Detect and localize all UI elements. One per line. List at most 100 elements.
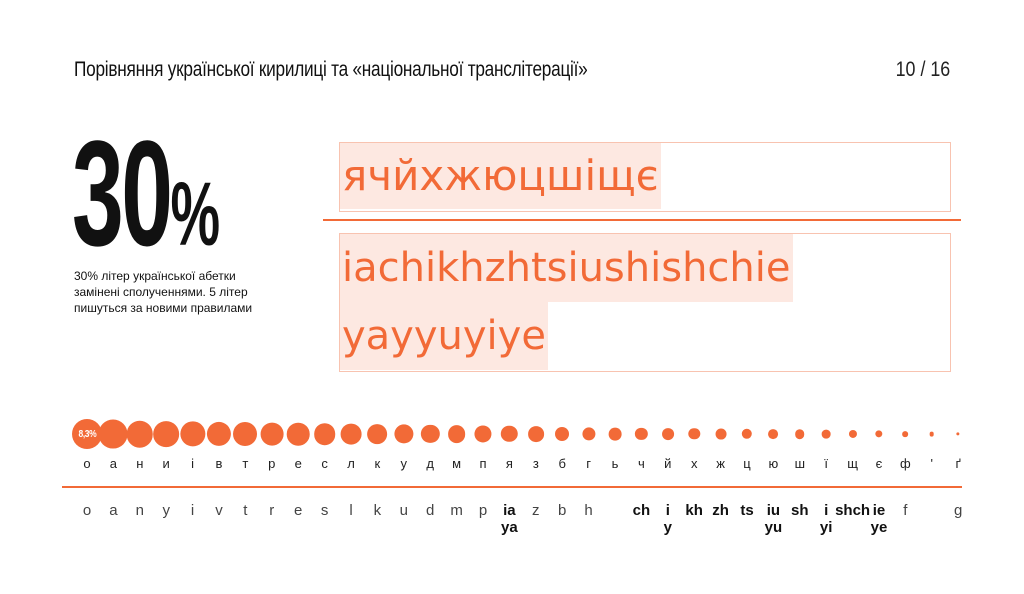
cyrillic-letter: ь <box>611 456 619 471</box>
cyrillic-letter: п <box>479 456 487 471</box>
frequency-circle <box>313 423 336 445</box>
cyrillic-letter: ц <box>743 456 751 471</box>
latin-letter-primary: kh <box>685 502 703 519</box>
latin-letter: r <box>269 502 274 519</box>
cyrillic-letter: м <box>452 456 462 471</box>
latin-letter: l <box>349 502 352 519</box>
latin-letter-primary: e <box>294 502 303 519</box>
frequency-circle <box>608 427 622 441</box>
cyrillic-letter: д <box>426 456 434 471</box>
cyrillic-letter: з <box>532 456 539 471</box>
page-counter: 10 / 16 <box>895 58 950 81</box>
frequency-circle <box>929 431 935 437</box>
frequency-circle <box>527 426 544 442</box>
frequency-circle <box>340 423 362 445</box>
latin-letter-primary: p <box>478 502 488 519</box>
latin-sample-box: iachikhzhtsiushishchie yayyuyiye <box>339 233 951 372</box>
latin-letter: a <box>109 502 117 519</box>
cyrillic-letter: щ <box>847 456 858 471</box>
stat-caption: 30% літер української абетки замінені сп… <box>74 269 253 315</box>
latin-letter: f <box>903 502 907 519</box>
latin-letter-primary: ch <box>632 502 651 519</box>
frequency-circle <box>98 419 128 449</box>
latin-letter: kh <box>685 502 703 519</box>
latin-letter: iu yu <box>765 502 783 536</box>
frequency-circle <box>661 428 674 440</box>
latin-letter: i yi <box>820 502 833 536</box>
frequency-circle <box>715 428 727 440</box>
cyrillic-letter: х <box>690 456 698 471</box>
latin-letter-primary: f <box>903 502 908 519</box>
frequency-circle <box>233 422 258 446</box>
cyrillic-letter: ї <box>824 456 828 471</box>
latin-letter: z <box>532 502 540 519</box>
frequency-circle <box>875 430 883 438</box>
latin-letter-primary: y <box>162 502 170 519</box>
frequency-circle <box>421 424 440 444</box>
cyrillic-letter: і <box>191 456 195 471</box>
latin-letter: t <box>243 502 247 519</box>
latin-letter-primary: l <box>349 502 353 519</box>
latin-letter: zh <box>712 502 729 519</box>
frequency-circle <box>821 429 831 439</box>
frequency-circle <box>260 422 284 446</box>
latin-letter: s <box>321 502 329 519</box>
latin-letter-primary: t <box>243 502 248 519</box>
latin-letter-primary: shch <box>835 502 871 519</box>
latin-letter: d <box>426 502 434 519</box>
latin-letter: ie ye <box>871 502 888 536</box>
frequency-circle <box>768 429 779 439</box>
cyrillic-sample-text: ячйхжюцшіщє <box>340 143 661 209</box>
cyrillic-letter: а <box>109 456 118 471</box>
cyrillic-letter: в <box>215 456 223 471</box>
stat-percent: 30% <box>72 118 220 290</box>
cyrillic-letter: ф <box>900 456 911 471</box>
stat-unit: % <box>170 165 221 265</box>
latin-letter-alternate: yi <box>819 519 833 536</box>
cyrillic-letter: ш <box>794 456 806 471</box>
latin-letter-primary: b <box>558 502 567 519</box>
latin-letter-alternate: yu <box>764 519 783 536</box>
cyrillic-letter: г <box>586 456 591 471</box>
frequency-circle <box>902 431 909 437</box>
alphabet-divider <box>62 486 962 488</box>
page-title: Порівняння української кирилиці та «наці… <box>74 58 588 81</box>
frequency-circle <box>447 425 466 443</box>
cyrillic-letter: ґ <box>955 456 961 471</box>
latin-letter-primary: s <box>320 502 329 519</box>
latin-letter-primary: a <box>109 502 118 519</box>
cyrillic-letter: ч <box>638 456 645 471</box>
latin-letter-primary: n <box>135 502 144 519</box>
latin-letter: k <box>374 502 382 519</box>
latin-letter: h <box>584 502 592 519</box>
latin-letter-primary: i <box>190 502 195 519</box>
cyrillic-letter: ж <box>716 456 725 471</box>
cyrillic-letter: о <box>83 456 91 471</box>
latin-letter: ch <box>633 502 651 519</box>
latin-letter: u <box>400 502 408 519</box>
latin-letter-primary: u <box>399 502 408 519</box>
latin-letter-primary: ia <box>503 502 516 519</box>
cyrillic-letter: с <box>321 456 328 471</box>
latin-letter: e <box>294 502 302 519</box>
frequency-circle <box>795 429 805 439</box>
frequency-circle <box>179 421 206 447</box>
cyrillic-letter: н <box>136 456 144 471</box>
cyrillic-letter: ' <box>930 456 934 471</box>
cyrillic-letter: и <box>162 456 170 471</box>
latin-letter-primary: r <box>269 502 275 519</box>
cyrillic-letter: б <box>558 456 566 471</box>
frequency-circle: 8,3% <box>72 419 102 449</box>
cyrillic-letter: є <box>875 456 883 471</box>
cyrillic-letter: ю <box>768 456 779 471</box>
cyrillic-sample-box: ячйхжюцшіщє <box>339 142 951 212</box>
latin-letter-primary: g <box>954 502 963 519</box>
frequency-circle <box>153 421 180 447</box>
frequency-circles: 8,3% <box>70 412 962 456</box>
frequency-circle <box>688 428 700 440</box>
frequency-circle <box>501 425 518 443</box>
latin-letter: sh <box>791 502 809 519</box>
frequency-circle <box>474 425 492 443</box>
cyrillic-letter: к <box>374 456 381 471</box>
frequency-circle <box>555 427 570 441</box>
